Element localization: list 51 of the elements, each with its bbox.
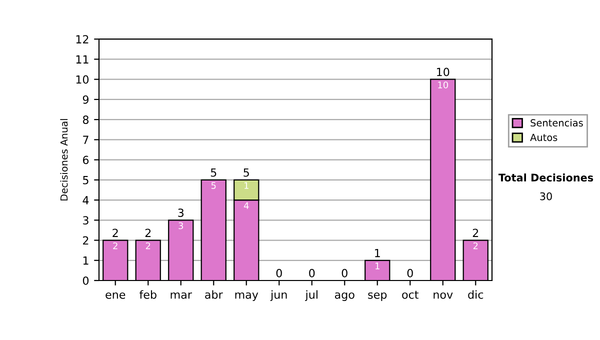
x-tick-label: ene	[106, 292, 126, 299]
text: 30	[540, 192, 552, 200]
x-tick-label: dic	[468, 290, 484, 299]
x-tick-label: may	[235, 292, 258, 301]
data-label: 3	[178, 222, 184, 230]
x-tick-label: feb	[139, 290, 156, 299]
y-tick-label: 11	[76, 55, 88, 64]
total-label: 5	[244, 168, 249, 177]
data-label: 5	[211, 182, 216, 189]
x-tick-label: jul	[305, 290, 318, 301]
total-label: 1	[375, 248, 380, 258]
total-label: 0	[309, 268, 315, 278]
y-tick-label: 10	[76, 75, 89, 84]
data-label: 2	[113, 242, 118, 250]
total-label: 2	[145, 228, 151, 237]
y-tick-label: 7	[83, 136, 88, 144]
data-label: 10	[438, 82, 448, 88]
y-tick-label: 3	[83, 216, 88, 225]
y-tick-label: 4	[82, 196, 89, 204]
data-label: 2	[473, 242, 478, 250]
total-label: 0	[342, 268, 348, 278]
y-tick-label: 5	[83, 176, 88, 184]
y-tick-label: 0	[82, 276, 89, 285]
x-tick-label: nov	[434, 292, 453, 299]
legend-label: Sentencias	[530, 118, 583, 127]
y-tick-label: 6	[82, 156, 89, 164]
total-label: 2	[472, 228, 478, 237]
text: Total Decisiones	[498, 173, 594, 182]
y-tick-label: 1	[83, 256, 88, 265]
x-tick-label: sep	[368, 292, 387, 301]
y-tick-label: 2	[83, 236, 88, 244]
x-tick-label: jun	[270, 290, 287, 301]
data-label: 1	[375, 262, 380, 270]
x-tick-label: abr	[205, 290, 223, 299]
total-label: 0	[407, 268, 413, 278]
total-label: 3	[178, 208, 184, 217]
total-label: 10	[437, 68, 450, 76]
x-tick-label: oct	[402, 290, 418, 299]
x-tick-label: ago	[334, 292, 354, 301]
data-label: 2	[146, 242, 150, 250]
total-label: 2	[112, 228, 118, 237]
total-label: 0	[276, 268, 282, 278]
x-tick-label: mar	[170, 292, 192, 299]
total-label: 5	[210, 168, 216, 177]
data-label: 4	[244, 202, 249, 209]
y-tick-label: 9	[82, 95, 88, 104]
legend-label: Autos	[530, 134, 558, 142]
y-tick-label: 12	[76, 35, 88, 44]
y-tick-label: 8	[82, 116, 89, 124]
y-axis-title: Decisiones Anual	[60, 119, 68, 200]
data-label: 1	[244, 182, 248, 189]
